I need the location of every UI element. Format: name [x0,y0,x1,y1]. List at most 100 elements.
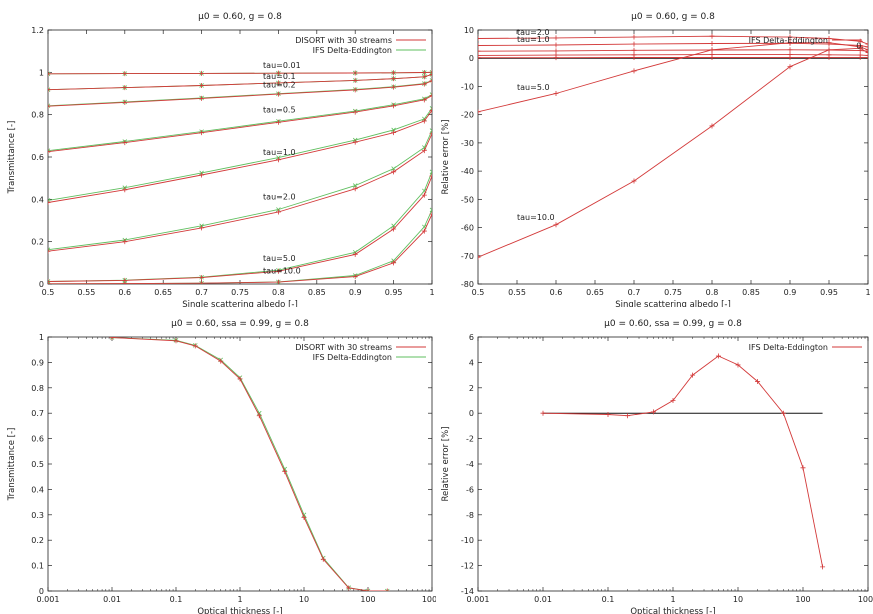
y-tick-label: -6 [466,485,474,494]
x-tick-label: 0.6 [118,288,131,297]
disort-series-point [109,337,115,341]
x-tick-label: 0.5 [472,288,485,297]
x-tick-label: 0.7 [195,288,208,297]
y-tick-label: -30 [461,139,474,148]
y-axis-label: Relative error [%] [441,120,451,195]
ifs-series-line [48,209,432,284]
y-tick-label: 0.4 [31,195,44,204]
error-series-point [478,109,481,115]
error-series-point [715,353,721,359]
disort-series-point [384,588,390,591]
disort-series-point [199,275,205,281]
ifs-series-point [384,588,390,591]
disort-series-point [275,91,281,97]
disort-series-point [352,70,358,76]
disort-series-point [122,71,128,77]
y-tick-label: -4 [466,460,474,469]
plot-frame [47,336,433,592]
error-series-point [553,48,559,54]
error-series-point [787,47,793,53]
error-series-line [478,42,868,48]
disort-series-point [429,173,432,179]
error-series-point [857,48,863,54]
panel-relative-error-vs-albedo: μ0 = 0.60, g = 0.8 0.5 0.55 0.6 0.65 0.7 0.75 0… [441,12,871,307]
error-series-point [826,47,832,53]
disort-series-point [256,413,262,419]
error-series-line [478,35,868,45]
y-tick-label: 0.6 [31,153,44,162]
series-label: tau=2.0 [263,192,296,201]
disort-series-point [421,70,427,76]
chart-title: μ0 = 0.60, g = 0.8 [198,12,282,22]
x-axis-label: Single scattering albedo [-] [615,300,731,307]
error-series-point [631,47,637,53]
ifs-series-point [48,198,51,203]
y-tick-label: 0.8 [31,384,44,393]
disort-series-point [199,70,205,76]
legend-label: IFS Delta-Eddington [313,353,392,362]
disort-series-line [48,175,432,282]
y-tick-label: 1.2 [31,26,44,35]
y-tick-label: 0 [39,587,44,596]
x-tick-label: 0.65 [154,288,172,297]
error-series-point [631,55,637,61]
y-tick-label: 0.5 [31,460,44,469]
ifs-series-line [48,130,432,251]
ifs-series-point [276,207,281,212]
disort-series-point [429,78,432,84]
disort-series-point [48,278,51,284]
y-tick-label: 0.3 [31,511,44,520]
ifs-series-line [48,171,432,282]
disort-series-point [301,514,307,520]
disort-series-point [391,70,397,76]
error-series-point [787,54,793,60]
y-tick-label: -50 [461,195,474,204]
y-tick-label: -70 [461,252,474,261]
plot-frame [477,29,869,285]
ifs-series-point [391,127,396,133]
ifs-series-line [48,108,432,201]
error-series-point [857,54,863,60]
disort-series-point [48,87,51,93]
x-tick-label: 0.85 [742,288,760,297]
ifs-series-point [352,183,358,188]
x-tick-label: 0.95 [385,288,403,297]
disort-series-point [173,338,179,344]
x-tick-label: 1 [670,595,675,604]
y-tick-label: 0 [469,54,474,63]
y-axis-label: Relative error [%] [441,427,451,502]
disort-series-point [421,74,427,80]
error-series-point [787,64,793,70]
y-tick-label: 6 [469,333,474,342]
series-label: tau=0.2 [263,80,296,89]
plot-area [48,69,432,284]
x-tick-label: 0.001 [467,595,490,604]
ifs-series-point [48,71,51,77]
y-tick-label: -10 [461,536,474,545]
disort-series-point [429,211,432,217]
series-label: tau=5.0 [517,83,550,92]
x-tick-label: 0.001 [37,595,60,604]
x-tick-label: 0.01 [103,595,121,604]
error-series-line [542,355,824,567]
x-tick-label: 0.85 [308,288,326,297]
chart-title: μ0 = 0.60, ssa = 0.99, g = 0.8 [171,319,309,329]
disort-series-point [122,281,128,284]
y-tick-label: -12 [461,562,474,571]
error-series-point [605,411,611,417]
disort-series-point [275,119,281,125]
x-tick-label: 0.65 [586,288,604,297]
disort-series-point [122,239,128,245]
disort-series-line [48,95,432,153]
disort-series-point [199,82,205,88]
error-series-point [865,47,868,53]
series-label: tau=10.0 [263,267,301,276]
disort-series-point [199,225,205,231]
y-tick-label: 2 [469,384,474,393]
chart-title: μ0 = 0.60, ssa = 0.99, g = 0.8 [604,319,742,329]
plot-area [109,337,390,591]
disort-series-point [352,186,358,192]
disort-series-point [275,279,281,284]
disort-series-line [48,71,432,75]
series-label: tau=0.5 [263,106,296,115]
